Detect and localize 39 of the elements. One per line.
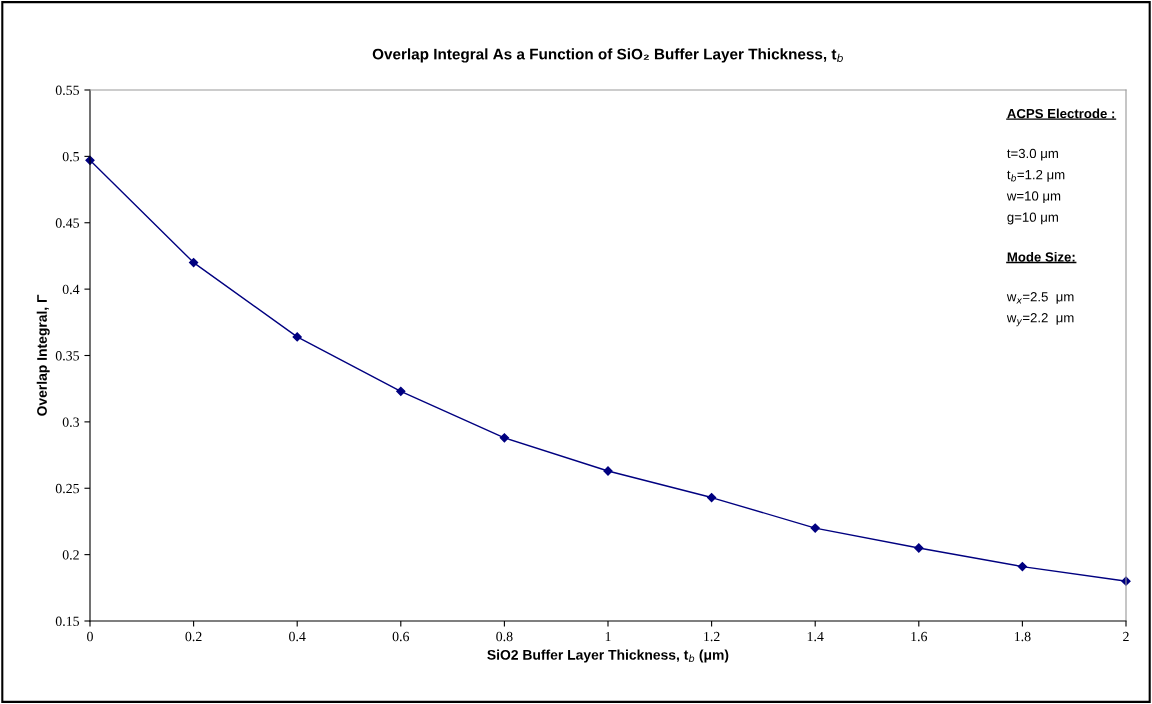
x-tick-label: 1: [605, 631, 611, 642]
y-axis-title: Overlap Integral, Γ: [36, 294, 50, 416]
annotation: t=3.0 μm: [1007, 148, 1058, 161]
y-tick-label: 0.45: [55, 218, 80, 228]
x-tick-label: 2: [1123, 631, 1129, 642]
chart-title: Overlap Integral As a Function of SiO₂ Buffer Layer Thickness, t$_{b}$: [372, 48, 843, 63]
y-tick-label: 0.15: [55, 616, 80, 627]
point: [292, 332, 302, 342]
point: [810, 523, 820, 533]
y-tick-label: 0.25: [55, 483, 80, 494]
point: [706, 492, 717, 503]
y-tick-label: 0.2: [62, 550, 79, 560]
x-tick-label: 0: [87, 631, 93, 642]
y-tick-label: 0.4: [62, 284, 80, 295]
x-axis-title: SiO2 Buffer Layer Thickness, t$_{b}$ (μm): [487, 649, 729, 663]
x-tick-label: 1.8: [1014, 631, 1031, 642]
annotation: t$_{b}$=1.2 μm: [1007, 169, 1065, 182]
y-tick-label: 0.3: [62, 417, 80, 427]
x-tick-label: 1.6: [911, 631, 928, 642]
annotation: w$_{x}$=2.5 μm: [1006, 292, 1074, 304]
point: [396, 386, 406, 396]
annotation: Mode Size:: [1007, 251, 1075, 262]
annotation: w$_{y}$=2.2 μm: [1006, 313, 1074, 327]
annotation: ACPS Electrode :: [1007, 108, 1115, 119]
annotation: w=10 μm: [1006, 191, 1061, 203]
x-tick-label: 1.2: [704, 631, 720, 642]
y-tick-label: 0.55: [55, 85, 80, 96]
point: [914, 543, 924, 553]
x-tick-label: 0.6: [392, 631, 410, 642]
x-tick-label: 0.4: [289, 631, 306, 642]
annotation: g=10 μm: [1007, 212, 1058, 225]
y-tick-label: 0.35: [55, 351, 80, 361]
x-tick-label: 0.2: [185, 631, 202, 642]
y-tick-label: 0.5: [62, 151, 80, 162]
point: [499, 433, 510, 443]
x-tick-label: 1.4: [807, 631, 824, 642]
point: [1017, 561, 1028, 572]
point: [188, 257, 199, 268]
x-tick-label: 0.8: [496, 631, 513, 642]
